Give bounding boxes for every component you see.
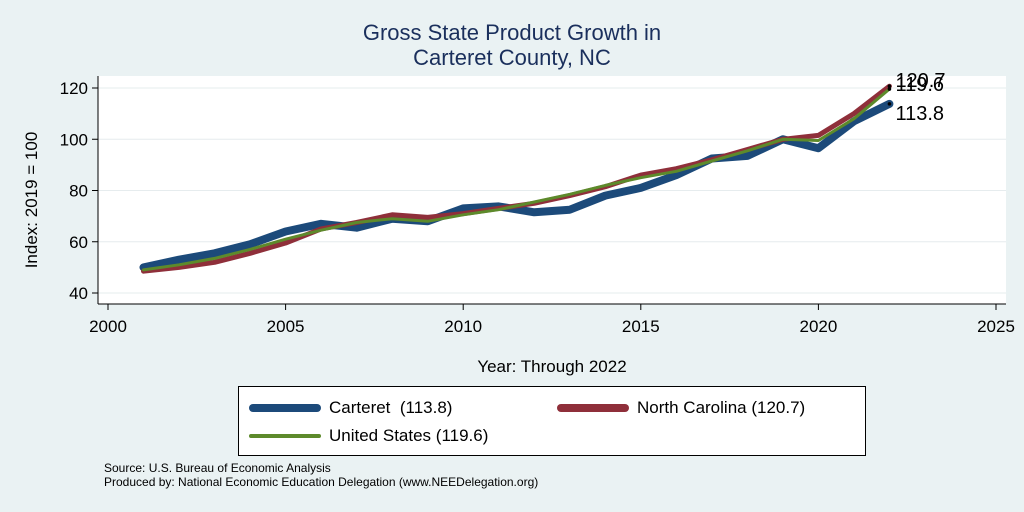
chart-title-line-2: Carteret County, NC	[413, 45, 611, 70]
end-label-carteret: 113.8	[895, 103, 944, 125]
series-line-carteret	[139, 99, 894, 272]
x-tick-label-2005: 2005	[267, 317, 305, 336]
line-chart: 40 60 80 100 120 2000 2005 2010 2015 2020 2025 113…	[22, 70, 1015, 376]
x-tick-label-2000: 2000	[89, 317, 127, 336]
legend-swatch-united-states	[249, 434, 321, 438]
end-marker-carteret	[887, 102, 892, 106]
legend-item-united-states: United States (119.6)	[249, 425, 488, 447]
chart-title-line-1: Gross State Product Growth in	[362, 20, 662, 45]
legend: Carteret (113.8) North Carolina (120.7) …	[238, 386, 866, 456]
y-tick-label-100: 100	[60, 130, 88, 149]
x-tick-label-2020: 2020	[799, 317, 837, 336]
chart-title: Gross State Product Growth in Carteret C…	[0, 20, 1024, 70]
y-tick-label-40: 40	[69, 284, 88, 303]
legend-label-north-carolina: North Carolina (120.7)	[637, 398, 806, 417]
end-label-united-states: 119.6	[895, 74, 944, 96]
series-lines	[139, 83, 894, 274]
legend-label-carteret: Carteret (113.8)	[329, 398, 453, 417]
end-marker-united-states	[887, 87, 892, 91]
x-tick-label-2015: 2015	[622, 317, 660, 336]
end-label-north-carolina: 120.7	[895, 70, 945, 92]
x-tick-label-2025: 2025	[977, 317, 1015, 336]
source-note: Source: U.S. Bureau of Economic Analysis	[104, 461, 331, 475]
y-tick-label-120: 120	[60, 79, 88, 98]
legend-item-carteret: Carteret (113.8)	[249, 397, 452, 419]
legend-swatch-carteret	[249, 404, 321, 412]
x-axis-label: Year: Through 2022	[477, 357, 626, 376]
y-tick-label-60: 60	[69, 233, 88, 252]
legend-label-united-states: United States (119.6)	[329, 426, 489, 445]
axes: 40 60 80 100 120 2000 2005 2010 2015 2020 2025	[60, 76, 1015, 336]
end-marker-north-carolina	[887, 84, 892, 89]
x-tick-label-2010: 2010	[444, 317, 482, 336]
legend-item-north-carolina: North Carolina (120.7)	[557, 397, 805, 419]
y-axis-label: Index: 2019 = 100	[22, 132, 41, 269]
legend-swatch-north-carolina	[557, 404, 629, 412]
produced-by-note: Produced by: National Economic Education…	[104, 475, 539, 489]
series-line-united-states	[142, 87, 891, 272]
y-tick-label-80: 80	[69, 182, 88, 201]
